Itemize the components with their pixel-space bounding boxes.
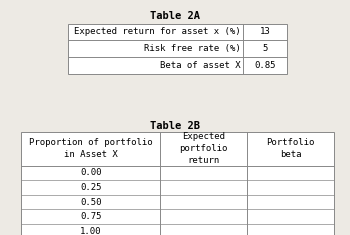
- Text: Proportion of portfolio
in Asset X: Proportion of portfolio in Asset X: [29, 138, 153, 159]
- Text: 0.25: 0.25: [80, 183, 101, 192]
- Text: Table 2B: Table 2B: [150, 121, 200, 131]
- Text: Expected
portfolio
return: Expected portfolio return: [179, 132, 228, 165]
- Text: 0.85: 0.85: [254, 61, 276, 70]
- Text: 13: 13: [260, 27, 271, 36]
- Text: 5: 5: [262, 44, 268, 53]
- Text: Portfolio
beta: Portfolio beta: [266, 138, 315, 159]
- Text: Beta of asset X: Beta of asset X: [160, 61, 240, 70]
- Text: 0.75: 0.75: [80, 212, 101, 221]
- Text: 0.00: 0.00: [80, 168, 101, 177]
- Bar: [21, 132, 334, 235]
- Text: Table 2A: Table 2A: [150, 11, 200, 21]
- Text: 1.00: 1.00: [80, 227, 101, 235]
- Text: Risk free rate (%): Risk free rate (%): [144, 44, 240, 53]
- Bar: [68, 24, 287, 74]
- Text: 0.50: 0.50: [80, 198, 101, 207]
- Text: Expected return for asset x (%): Expected return for asset x (%): [74, 27, 240, 36]
